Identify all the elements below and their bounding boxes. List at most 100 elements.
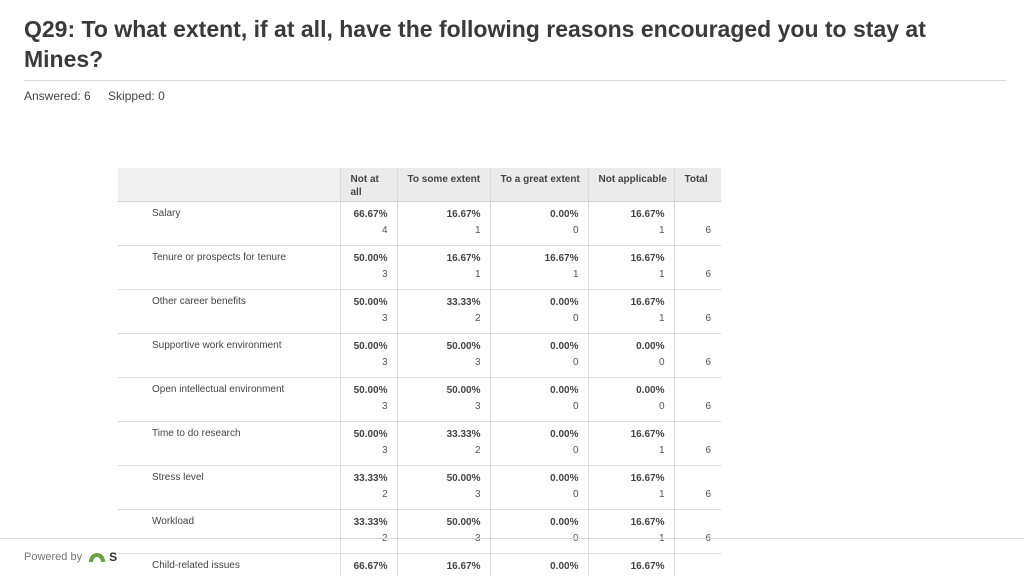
response-cell: 33.33% 2 (340, 465, 398, 510)
response-cell: 50.00%3 (340, 289, 398, 334)
brand-name: S (109, 550, 118, 564)
response-cell: 66.67% 4 (340, 201, 398, 246)
cell-count: 1 (658, 444, 665, 456)
response-cell: 50.00%3 (397, 377, 491, 422)
powered-by-text: Powered by (24, 551, 83, 563)
response-cell: 0.00% 0 (588, 333, 675, 378)
results-table-container: Not at all To some extent To a great ext… (118, 168, 721, 576)
cell-count: 0 (572, 224, 579, 236)
cell-percent: 16.67% (446, 208, 481, 220)
response-cell: 16.67% (397, 553, 491, 576)
cell-count: 1 (474, 268, 481, 280)
response-cell: 50.00% 3 (340, 377, 398, 422)
cell-percent: 0.00% (636, 384, 665, 396)
row-label: Time to do research (118, 421, 341, 466)
response-cell: 16.67% 1 (397, 245, 491, 290)
cell-count: 0 (572, 444, 579, 456)
header-cell (118, 168, 341, 202)
response-cell: 33.33% 2 (397, 289, 491, 334)
cell-percent: 16.67% (446, 252, 481, 264)
cell-count: 1 (658, 312, 665, 324)
cell-count: 2 (381, 488, 388, 500)
row-label: Stress level (118, 465, 341, 510)
header-cell: To some extent (397, 168, 491, 202)
header-cell: Total (674, 168, 721, 202)
cell-percent: 16.67% (630, 252, 665, 264)
cell-count: 0 (572, 488, 579, 500)
row-label: Child-related issues (118, 553, 341, 576)
response-cell: 50.00%3 (397, 333, 491, 378)
response-stats: Answered: 6 Skipped: 0 (24, 89, 179, 103)
row-total (674, 553, 721, 576)
response-cell: 16.67%1 (588, 421, 675, 466)
cell-percent: 33.33% (353, 516, 388, 528)
cell-percent: 0.00% (636, 340, 665, 352)
response-cell: 16.67%1 (588, 465, 675, 510)
cell-percent: 16.67% (630, 472, 665, 484)
cell-percent: 16.67% (630, 208, 665, 220)
response-cell: 16.67% 1 (397, 201, 491, 246)
response-cell: 0.00% (490, 553, 589, 576)
answered-count: Answered: 6 (24, 89, 91, 103)
row-total: 6 (674, 509, 721, 554)
table-row: Tenure or prospects for tenure 50.00% 3 16.… (118, 245, 721, 290)
page-title: Q29: To what extent, if at all, have the… (24, 16, 926, 72)
brand-logo-icon (89, 553, 106, 562)
cell-percent: 16.67% (630, 516, 665, 528)
response-cell: 0.00% 0 (490, 421, 589, 466)
cell-count: 2 (474, 444, 481, 456)
cell-percent: 0.00% (550, 208, 579, 220)
cell-percent: 0.00% (550, 340, 579, 352)
response-cell: 16.67%1 (490, 245, 589, 290)
response-cell: 16.67%1 (588, 509, 675, 554)
response-cell: 16.67%1 (588, 245, 675, 290)
response-cell: 0.00% 0 (490, 333, 589, 378)
cell-percent: 50.00% (353, 428, 388, 440)
cell-count: 3 (474, 356, 481, 368)
cell-count: 3 (381, 268, 388, 280)
cell-count: 2 (474, 312, 481, 324)
cell-count: 1 (658, 224, 665, 236)
row-label: Workload (118, 509, 341, 554)
header-cell: Not applicable (588, 168, 675, 202)
cell-percent: 16.67% (630, 560, 665, 572)
cell-count: 3 (474, 488, 481, 500)
row-total: 6 (674, 289, 721, 334)
response-cell: 0.00%0 (490, 509, 589, 554)
cell-percent: 50.00% (353, 340, 388, 352)
footer-divider (0, 538, 1024, 539)
cell-count: 0 (572, 312, 579, 324)
response-cell: 16.67%1 (588, 289, 675, 334)
cell-percent: 33.33% (446, 428, 481, 440)
response-cell: 16.67% (588, 553, 675, 576)
table-row: Time to do research 50.00% 3 33.33% 2 0.00% 0 1… (118, 421, 721, 466)
response-cell: 0.00% 0 (490, 201, 589, 246)
cell-count: 3 (381, 400, 388, 412)
table-row: Open intellectual environment 50.00% 3 50.0… (118, 377, 721, 422)
cell-percent: 50.00% (446, 472, 481, 484)
cell-percent: 50.00% (353, 252, 388, 264)
cell-percent: 66.67% (353, 208, 388, 220)
cell-count: 1 (474, 224, 481, 236)
cell-percent: 16.67% (446, 560, 481, 572)
cell-percent: 50.00% (353, 296, 388, 308)
response-cell: 0.00% 0 (490, 289, 589, 334)
cell-percent: 50.00% (446, 384, 481, 396)
table-header-row: Not at all To some extent To a great ext… (118, 168, 721, 202)
response-cell: 50.00%3 (397, 509, 491, 554)
response-cell: 0.00%0 (588, 377, 675, 422)
response-cell: 50.00% 3 (340, 245, 398, 290)
cell-percent: 0.00% (550, 296, 579, 308)
cell-count: 0 (658, 356, 665, 368)
response-cell: 16.67% 1 (588, 201, 675, 246)
cell-count: 3 (381, 444, 388, 456)
row-total: 6 (674, 465, 721, 510)
row-total: 6 (674, 421, 721, 466)
response-cell: 33.33% 2 (397, 421, 491, 466)
header-cell: To a great extent (490, 168, 589, 202)
cell-percent: 50.00% (353, 384, 388, 396)
cell-count: 0 (572, 356, 579, 368)
cell-percent: 0.00% (550, 428, 579, 440)
cell-percent: 0.00% (550, 560, 579, 572)
